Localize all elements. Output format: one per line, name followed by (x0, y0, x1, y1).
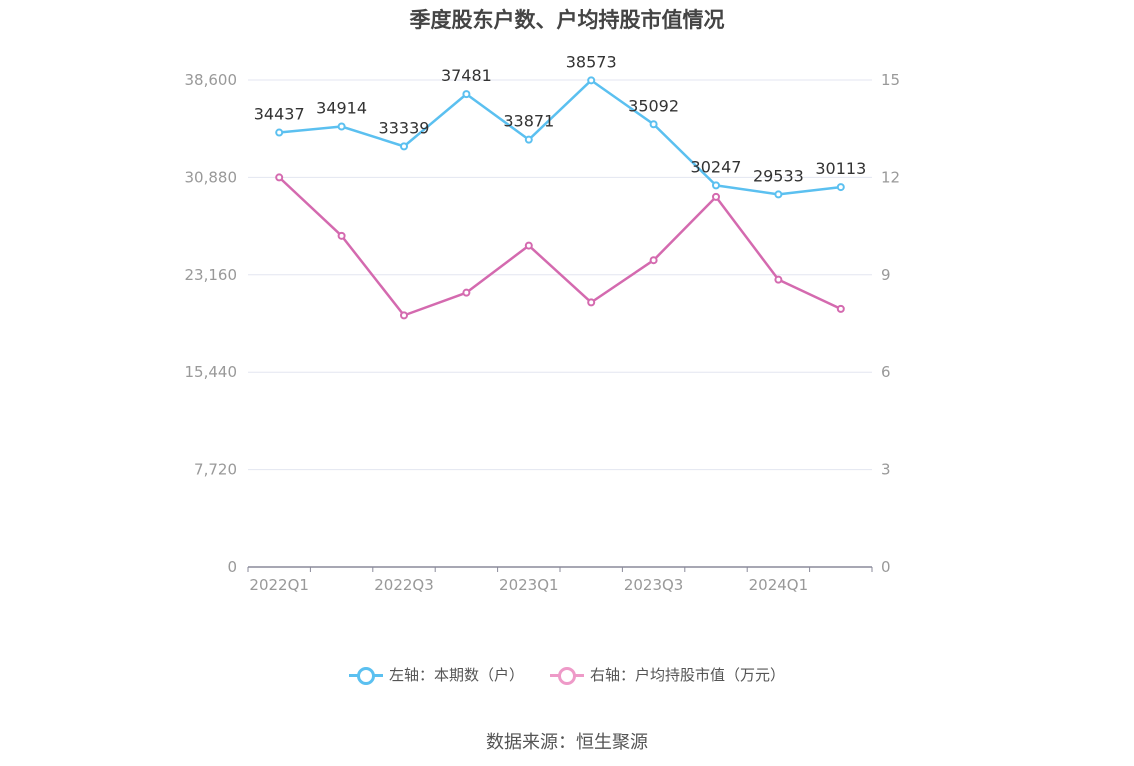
data-point-right (587, 298, 596, 307)
right-axis-tick-label: 9 (881, 266, 891, 284)
chart-title: 季度股东户数、户均持股市值情况 (409, 8, 725, 32)
left-axis-tick-label: 23,160 (185, 266, 238, 284)
data-source: 数据来源：恒生聚源 (486, 732, 648, 753)
right-axis-tick-label: 3 (881, 461, 891, 479)
x-axis-tick-label: 2023Q1 (499, 576, 559, 594)
x-axis-tick-label: 2024Q1 (749, 576, 809, 594)
x-axis-tick-label: 2022Q3 (374, 576, 434, 594)
data-label: 30113 (815, 159, 866, 178)
legend-label-right: 右轴：户均持股市值（万元） (590, 666, 786, 684)
data-point-left (774, 190, 783, 199)
data-label: 38573 (566, 52, 617, 71)
data-point-right (400, 311, 408, 320)
data-point-right (275, 173, 284, 182)
legend-item-left-axis[interactable]: 左轴：本期数（户） (348, 664, 524, 685)
data-point-left (337, 122, 346, 131)
left-axis-tick-label: 30,880 (185, 168, 238, 186)
right-axis-tick-label: 15 (881, 71, 900, 89)
right-axis-tick-label: 0 (881, 558, 891, 576)
data-label: 33339 (379, 118, 430, 137)
data-point-right (462, 288, 471, 297)
data-point-left (649, 120, 658, 129)
data-label: 33871 (503, 112, 554, 131)
data-point-left (400, 142, 408, 151)
data-label: 29533 (753, 166, 804, 185)
left-axis-tick-label: 15,440 (185, 363, 238, 381)
data-label: 34437 (254, 105, 305, 124)
right-axis-tick-label: 6 (881, 363, 891, 381)
data-label: 37481 (441, 66, 492, 85)
legend-item-right-axis[interactable]: 右轴：户均持股市值（万元） (550, 664, 785, 685)
legend-label-left: 左轴：本期数（户） (388, 666, 524, 684)
left-axis-tick-label: 38,600 (185, 71, 238, 89)
data-point-left (462, 90, 471, 99)
data-label: 30247 (691, 157, 742, 176)
data-label: 35092 (628, 96, 679, 115)
data-point-right (712, 192, 720, 201)
data-point-left (836, 183, 845, 192)
series-line-left (279, 79, 841, 196)
legend: 左轴：本期数（户） 右轴：户均持股市值（万元） (0, 664, 1134, 685)
legend-marker-right-icon (550, 666, 584, 685)
data-point-right (649, 256, 658, 265)
data-point-left (587, 76, 596, 85)
data-point-left (712, 181, 720, 190)
data-point-right (836, 304, 845, 313)
data-point-right (524, 241, 533, 250)
legend-marker-left-icon (348, 666, 383, 685)
data-label: 34914 (316, 99, 367, 118)
right-axis-tick-label: 12 (881, 168, 900, 186)
data-point-left (275, 128, 284, 137)
series-line-right (278, 176, 842, 317)
data-point-right (337, 231, 346, 240)
data-point-left (524, 135, 533, 144)
x-axis-tick-label: 2022Q1 (249, 576, 309, 594)
data-point-right (774, 275, 783, 284)
x-axis-tick-label: 2023Q3 (624, 576, 684, 594)
left-axis-tick-label: 0 (227, 558, 237, 576)
left-axis-tick-label: 7,720 (194, 461, 237, 479)
